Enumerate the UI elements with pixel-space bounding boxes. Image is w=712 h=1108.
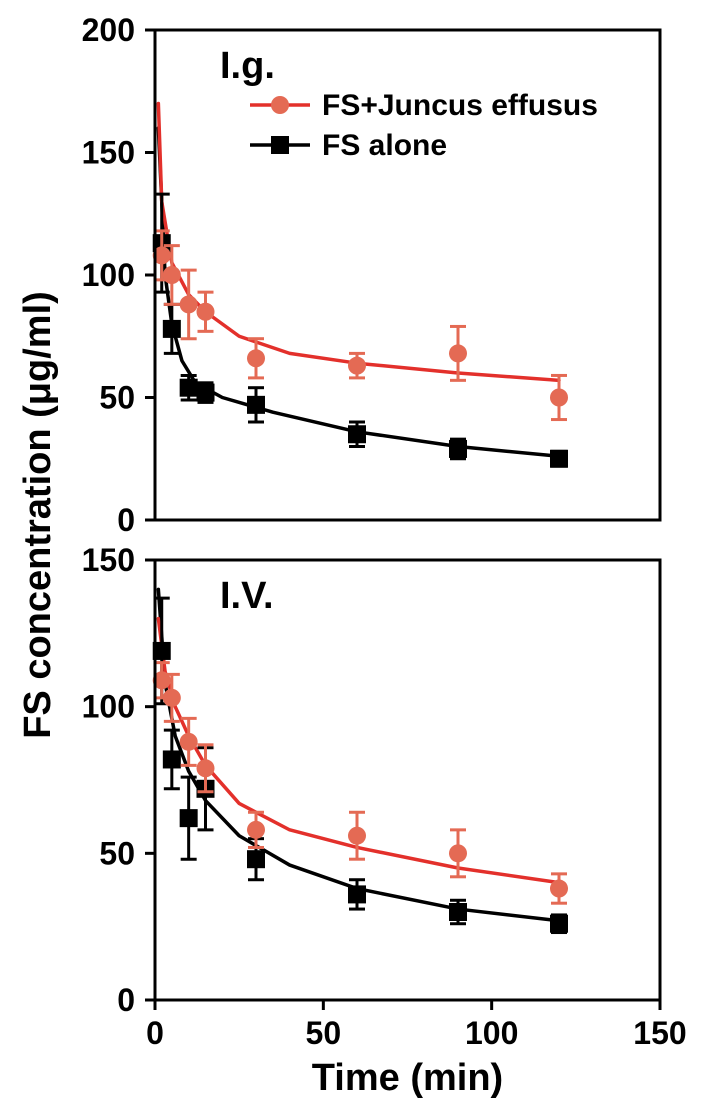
data-point: [197, 759, 215, 777]
y-tick-label: 0: [117, 502, 135, 538]
data-point: [348, 827, 366, 845]
data-point: [180, 733, 198, 751]
x-tick-label: 100: [465, 1015, 518, 1051]
axes-frame: [155, 560, 660, 1000]
x-axis-label: Time (min): [312, 1057, 503, 1099]
data-point: [348, 357, 366, 375]
data-point: [180, 379, 198, 397]
y-tick-label: 100: [82, 257, 135, 293]
data-point: [163, 689, 181, 707]
y-tick-label: 50: [99, 380, 135, 416]
panel-label: I.V.: [220, 575, 274, 617]
data-point: [163, 750, 181, 768]
data-point: [449, 440, 467, 458]
data-point: [180, 809, 198, 827]
data-point: [197, 303, 215, 321]
chart-svg: 0 50 100 150 200 0 50 100 150 0 50 100 150 I.g. I.V. FS…: [0, 0, 712, 1108]
data-point: [449, 344, 467, 362]
x-tick-label: 150: [633, 1015, 686, 1051]
data-point: [550, 450, 568, 468]
chart-figure: 0 50 100 150 200 0 50 100 150 0 50 100 150 I.g. I.V. FS…: [0, 0, 712, 1108]
y-tick-label: 0: [117, 982, 135, 1018]
data-point: [247, 396, 265, 414]
data-point: [550, 915, 568, 933]
data-point: [247, 850, 265, 868]
y-tick-label: 100: [82, 689, 135, 725]
legend-marker: [271, 136, 289, 154]
data-point: [247, 349, 265, 367]
data-point: [348, 885, 366, 903]
data-point: [197, 384, 215, 402]
y-axis-label: FS concentration (μg/ml): [17, 291, 59, 739]
y-tick-label: 150: [82, 135, 135, 171]
legend-marker: [271, 96, 289, 114]
data-point: [449, 844, 467, 862]
x-tick-label: 0: [146, 1015, 164, 1051]
data-point: [550, 389, 568, 407]
y-tick-label: 200: [82, 12, 135, 48]
fit-curve: [158, 128, 559, 456]
data-point: [180, 295, 198, 313]
data-point: [247, 821, 265, 839]
data-point: [163, 320, 181, 338]
panel-label: I.g.: [220, 45, 275, 87]
x-tick-label: 50: [306, 1015, 342, 1051]
legend-label: FS+Juncus effusus: [322, 89, 598, 122]
y-tick-label: 50: [99, 835, 135, 871]
legend-label: FS alone: [322, 129, 447, 162]
data-point: [449, 903, 467, 921]
data-point: [550, 880, 568, 898]
data-point: [348, 425, 366, 443]
y-tick-label: 150: [82, 542, 135, 578]
fit-curve: [158, 589, 559, 920]
data-point: [163, 266, 181, 284]
